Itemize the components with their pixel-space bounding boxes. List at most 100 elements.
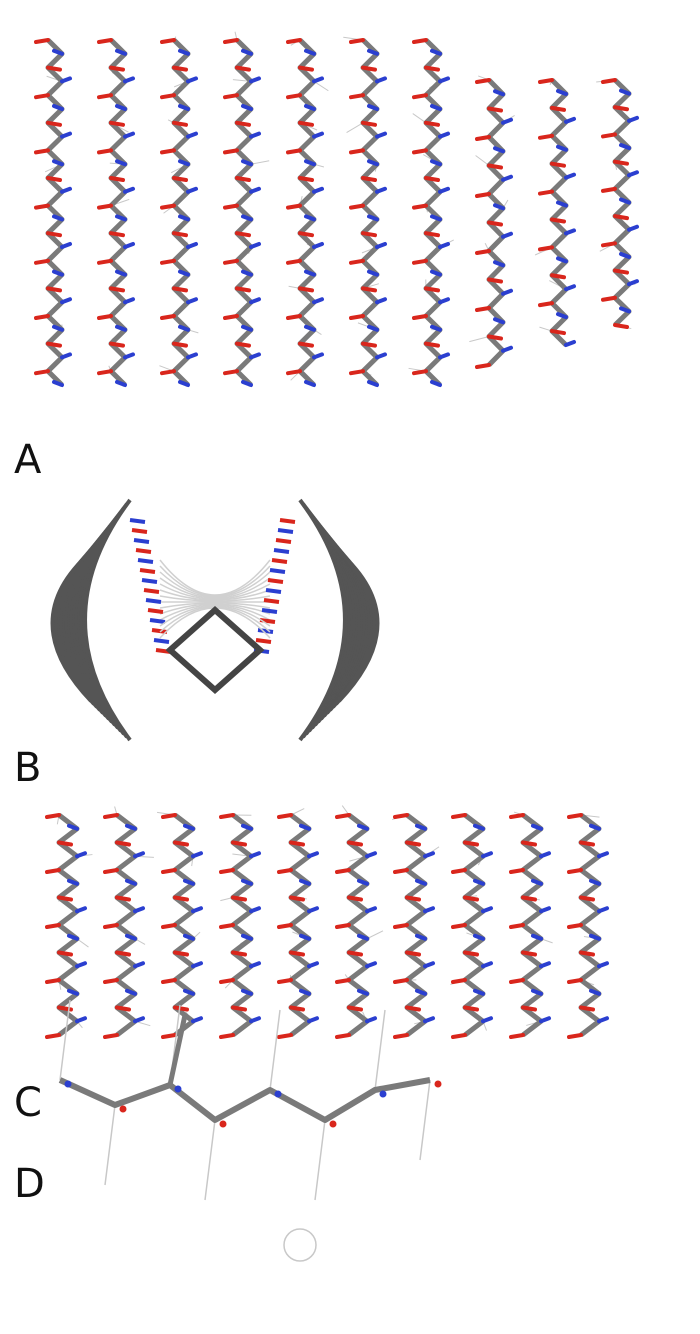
carbonyl (569, 870, 581, 872)
carbonyl (48, 68, 60, 70)
amide (495, 91, 503, 94)
side-chain (367, 931, 383, 939)
carbonyl (603, 134, 615, 136)
side-chain (347, 123, 363, 133)
backbone (237, 40, 251, 385)
amide (117, 272, 125, 275)
amide (188, 189, 196, 192)
carbonyl (175, 898, 187, 900)
carbonyl (175, 1008, 187, 1010)
amide (495, 262, 503, 265)
amide (503, 348, 511, 351)
amide (599, 963, 607, 966)
atom (435, 1081, 442, 1088)
carbonyl (142, 580, 157, 582)
page: {"panels": [{"label": "A"}, {"label": "B… (0, 0, 700, 1334)
amide (62, 78, 70, 81)
side-chain (476, 156, 489, 166)
amide (185, 826, 193, 829)
carbonyl (511, 870, 523, 872)
carbonyl (477, 80, 489, 82)
amide (629, 118, 637, 121)
carbonyl (426, 288, 438, 290)
side-chain (420, 1080, 430, 1160)
carbonyl (47, 925, 59, 927)
amide (533, 881, 541, 884)
carbonyl (426, 123, 438, 125)
carbonyl (453, 815, 465, 817)
carbonyl (363, 123, 375, 125)
amide (629, 172, 637, 175)
amide (440, 299, 448, 302)
carbonyl (48, 123, 60, 125)
amide (117, 161, 125, 164)
amide (621, 200, 629, 203)
carbonyl (278, 530, 293, 532)
carbonyl (414, 371, 426, 373)
carbonyl (351, 40, 363, 42)
amide (621, 308, 629, 311)
amide (483, 908, 491, 911)
amide (417, 936, 425, 939)
carbonyl (111, 178, 123, 180)
amide (243, 327, 251, 330)
carbonyl (134, 540, 149, 542)
carbonyl (268, 580, 283, 582)
carbonyl (174, 233, 186, 235)
carbonyl (288, 316, 300, 318)
amide (54, 161, 62, 164)
carbonyl (523, 953, 535, 955)
carbonyl (511, 980, 523, 982)
carbonyl (395, 1035, 407, 1037)
amide (503, 291, 511, 294)
panel-label: C (14, 1080, 42, 1126)
carbonyl (489, 337, 501, 339)
amide (125, 244, 133, 247)
carbonyl (36, 95, 48, 97)
carbonyl (174, 344, 186, 346)
amide (127, 826, 135, 829)
carbonyl (111, 123, 123, 125)
carbonyl (351, 150, 363, 152)
carbonyl (117, 1008, 129, 1010)
carbonyl (489, 109, 501, 111)
amide (301, 826, 309, 829)
amide (301, 991, 309, 994)
amide (306, 382, 314, 385)
amide (193, 1018, 201, 1021)
amide (503, 120, 511, 123)
amide (309, 1018, 317, 1021)
amide (54, 51, 62, 54)
amide (475, 991, 483, 994)
amide (432, 327, 440, 330)
ring (284, 1229, 316, 1261)
panel-label: B (14, 745, 41, 791)
amide (77, 1018, 85, 1021)
amide (495, 205, 503, 208)
amide (69, 881, 77, 884)
amide (369, 382, 377, 385)
amide (475, 881, 483, 884)
carbonyl (279, 815, 291, 817)
carbonyl (175, 953, 187, 955)
amide (483, 963, 491, 966)
carbonyl (221, 925, 233, 927)
carbonyl (111, 233, 123, 235)
carbonyl (453, 925, 465, 927)
carbonyl (59, 843, 71, 845)
amide (359, 991, 367, 994)
carbonyl (581, 1008, 593, 1010)
carbonyl (337, 815, 349, 817)
carbonyl (477, 251, 489, 253)
backbone (552, 80, 566, 345)
carbonyl (262, 610, 277, 612)
amide (359, 881, 367, 884)
carbonyl (300, 178, 312, 180)
carbonyl (59, 898, 71, 900)
carbonyl (349, 898, 361, 900)
amide (251, 1018, 259, 1021)
carbonyl (300, 68, 312, 70)
carbonyl (132, 530, 147, 532)
amide (188, 244, 196, 247)
carbonyl (105, 925, 117, 927)
